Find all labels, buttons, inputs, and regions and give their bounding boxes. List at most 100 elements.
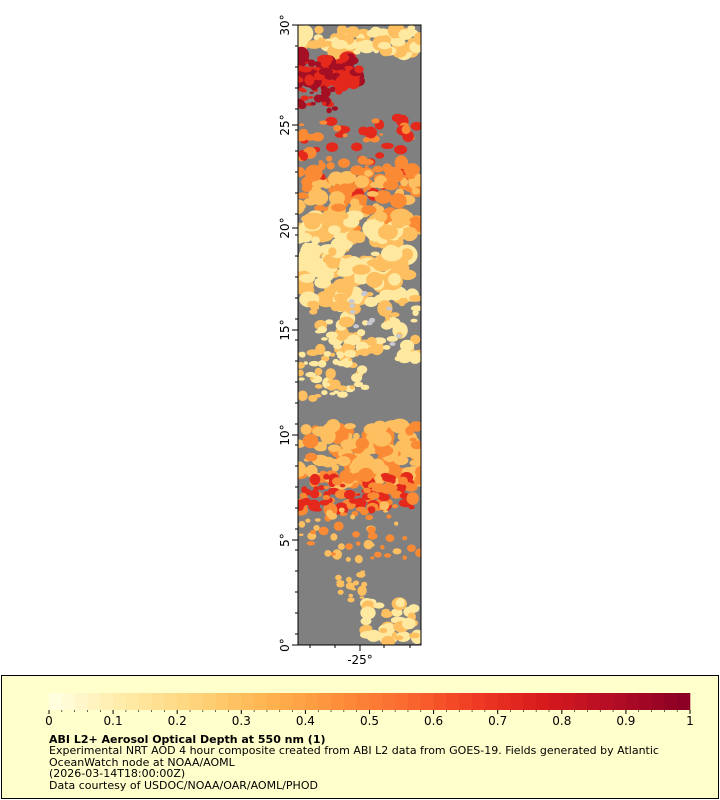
- colorbar-swatch: [318, 693, 332, 710]
- aerosol-patch: [344, 489, 356, 500]
- aerosol-patch: [307, 59, 316, 67]
- aerosol-patch: [305, 518, 311, 523]
- aerosol-patch: [309, 473, 321, 486]
- colorbar-swatch: [100, 693, 114, 710]
- aerosol-patch: [371, 430, 392, 447]
- aerosol-patch: [344, 65, 354, 71]
- aerosol-patch: [313, 486, 320, 492]
- colorbar-tick-label: 1: [686, 714, 694, 728]
- aerosol-patch: [396, 348, 413, 364]
- aerosol-patch: [393, 294, 400, 300]
- aerosol-patch: [379, 133, 384, 136]
- colorbar-tick-label: 0: [45, 714, 53, 728]
- map-panel[interactable]: 0° 5° 10° 15° 20° 25° 30° -25°: [0, 0, 720, 680]
- aerosol-patch: [323, 485, 330, 489]
- aerosol-patch: [298, 167, 306, 177]
- aerosol-patch: [361, 624, 373, 633]
- aerosol-patch: [340, 439, 360, 450]
- aerosol-patch: [304, 164, 323, 182]
- colorbar-swatch: [292, 693, 306, 710]
- aerosol-patch: [384, 166, 403, 182]
- aerosol-patch: [411, 188, 420, 195]
- aerosol-patch: [315, 329, 323, 334]
- aerosol-patch: [338, 226, 349, 233]
- aerosol-patch: [315, 290, 337, 308]
- aerosol-patch: [345, 557, 351, 562]
- aerosol-patch: [312, 83, 320, 87]
- lat-tick-label: 20°: [278, 217, 292, 238]
- aerosol-patch: [351, 587, 356, 591]
- colorbar-swatch: [87, 693, 101, 710]
- aerosol-patch: [354, 555, 363, 564]
- cloud-speck: [366, 321, 373, 326]
- aerosol-patch: [377, 238, 388, 244]
- aerosol-patch: [307, 532, 317, 540]
- aerosol-patch: [298, 461, 306, 478]
- aerosol-patch: [307, 300, 320, 309]
- aerosol-patch: [302, 433, 319, 449]
- aerosol-patch: [345, 26, 360, 38]
- colorbar-swatch: [625, 693, 640, 710]
- aerosol-patch: [364, 296, 379, 307]
- aerosol-patch: [372, 165, 383, 173]
- colorbar-swatch: [497, 693, 511, 710]
- aerosol-patch: [298, 199, 305, 215]
- aerosol-patch: [349, 385, 355, 390]
- aerosol-patch: [391, 215, 407, 229]
- aerosol-patch: [311, 132, 324, 142]
- aerosol-patch: [321, 390, 328, 396]
- aerosol-patch: [370, 251, 380, 257]
- aerosol-patch: [335, 75, 350, 89]
- colorbar-swatch: [459, 693, 473, 710]
- aerosol-patch: [412, 309, 419, 316]
- aerosol-patch: [361, 205, 377, 215]
- aerosol-patch: [324, 550, 332, 557]
- aerosol-patch: [407, 25, 416, 31]
- aerosol-patch: [408, 448, 421, 457]
- aerosol-patch: [298, 533, 304, 537]
- aerosol-patch: [333, 293, 348, 302]
- aerosol-patch: [351, 142, 363, 152]
- aerosol-patch: [353, 432, 360, 440]
- aerosol-patch: [309, 489, 320, 499]
- aerosol-patch: [410, 440, 421, 450]
- aerosol-patch: [344, 349, 356, 358]
- aerosol-patch: [359, 596, 365, 599]
- aerosol-patch: [314, 367, 323, 376]
- colorbar-swatch: [356, 693, 370, 710]
- aod-map[interactable]: 0° 5° 10° 15° 20° 25° 30° -25°: [0, 0, 720, 680]
- aerosol-patch: [342, 133, 348, 138]
- aerosol-patch: [305, 371, 316, 378]
- aerosol-patch: [391, 113, 404, 123]
- aerosol-patch: [355, 541, 361, 546]
- aerosol-patch: [298, 499, 306, 508]
- aerosol-patch: [300, 95, 309, 101]
- aerosol-patch: [326, 142, 339, 153]
- aerosol-patch: [313, 94, 323, 103]
- aerosol-patch: [325, 116, 338, 126]
- colorbar-swatch: [202, 693, 216, 710]
- colorbar-swatch: [305, 693, 319, 710]
- aerosol-patch: [359, 470, 373, 482]
- aerosol-patch: [332, 477, 343, 486]
- aerosol-patch: [318, 526, 329, 536]
- colorbar-swatch: [407, 693, 422, 710]
- colorbar-swatch: [510, 693, 524, 710]
- aerosol-patch: [383, 180, 399, 191]
- aerosol-patch: [362, 159, 374, 166]
- aerosol-patch: [338, 507, 345, 513]
- colorbar-swatch: [74, 693, 88, 710]
- aerosol-patch: [303, 214, 321, 230]
- aerosol-patch: [333, 390, 340, 394]
- aerosol-patch: [333, 343, 342, 350]
- aerosol-patch: [310, 529, 316, 535]
- colorbar-swatch: [369, 693, 383, 710]
- aerosol-patch: [398, 29, 413, 40]
- aerosol-patch: [311, 189, 329, 206]
- aerosol-patch: [311, 85, 318, 91]
- aerosol-patch: [380, 29, 388, 36]
- aerosol-patch: [362, 137, 371, 143]
- aerosol-patch: [366, 629, 381, 642]
- aerosol-patch: [301, 486, 308, 494]
- aerosol-patch: [334, 132, 346, 138]
